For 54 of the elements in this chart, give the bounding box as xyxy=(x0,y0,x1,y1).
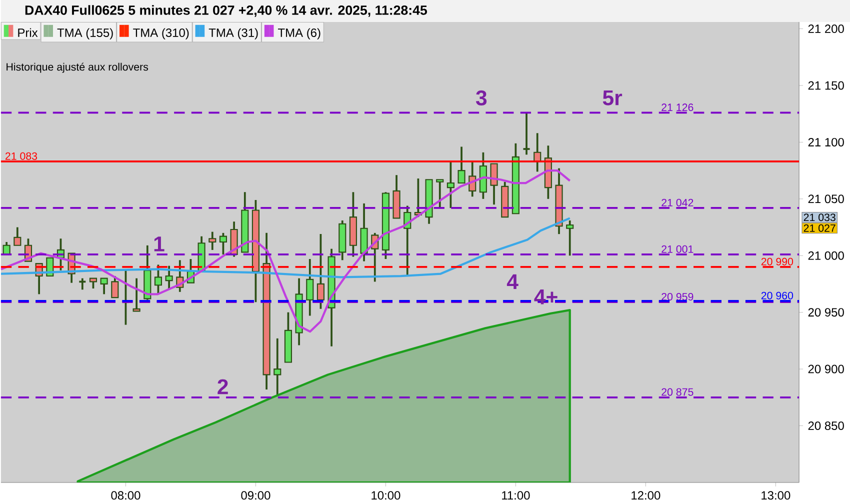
y-tick-label: 21 200 xyxy=(808,24,844,33)
annotation: 2 xyxy=(218,379,228,394)
candlestick xyxy=(14,226,22,246)
annotation: 4 xyxy=(506,274,518,289)
ref-line-label: 20 990 xyxy=(761,258,794,266)
candlestick xyxy=(132,277,140,312)
ref-line-label: 20 960 xyxy=(761,292,794,300)
candlestick xyxy=(111,275,119,298)
candlestick xyxy=(436,178,444,209)
ref-line-label: 21 083 xyxy=(5,152,38,160)
legend-label: TMA (310) xyxy=(133,28,189,40)
legend-label: TMA (6) xyxy=(278,28,320,40)
x-tick-label: 11:00 xyxy=(502,491,530,500)
annotation: 1 xyxy=(154,236,164,252)
annotation: Historique ajusté aux rollovers xyxy=(6,62,148,73)
legend-label: TMA (31) xyxy=(208,28,258,40)
candlestick xyxy=(89,277,98,290)
ref-line-label: 21 001 xyxy=(662,245,694,253)
annotation: 4+ xyxy=(534,290,558,304)
candlestick xyxy=(208,230,216,251)
y-tick-label: 21 150 xyxy=(808,81,844,90)
text: 21 033 xyxy=(804,214,836,222)
x-tick-label: 10:00 xyxy=(372,491,400,500)
legend-label: TMA (155) xyxy=(57,28,113,40)
candlestick xyxy=(316,233,324,310)
x-tick-label: 12:00 xyxy=(632,491,660,500)
candlestick xyxy=(306,258,314,317)
candlestick xyxy=(490,162,498,206)
y-tick-label: 20 850 xyxy=(808,421,844,430)
candlestick xyxy=(100,277,108,296)
ref-line-label: 21 126 xyxy=(662,104,694,112)
x-tick-label: 08:00 xyxy=(111,491,140,500)
line-series xyxy=(0,169,571,333)
y-tick-label: 21 100 xyxy=(808,138,844,146)
candlestick xyxy=(219,232,228,256)
ref-line-label: 20 875 xyxy=(662,388,694,396)
candlestick xyxy=(566,219,574,257)
annotation: 5r xyxy=(602,90,622,106)
x-tick-label: 13:00 xyxy=(762,491,790,500)
candlestick xyxy=(154,264,162,296)
candlestick xyxy=(458,146,466,184)
candlestick xyxy=(165,264,173,291)
chart-title: DAX40 Full0625 5 minutes 21 027 +2,40 % 14 avr. 2025, 11:28:45 xyxy=(25,5,427,17)
candlestick xyxy=(522,112,531,156)
candlestick xyxy=(446,160,454,209)
x-tick-label: 09:00 xyxy=(241,491,270,500)
text: 21 027 xyxy=(804,224,836,232)
annotation: 3 xyxy=(476,90,487,106)
y-tick-label: 21 000 xyxy=(808,251,844,260)
y-tick-label: 20 900 xyxy=(808,364,844,374)
y-tick-label: 21 050 xyxy=(808,194,844,204)
ref-line-label: 21 042 xyxy=(662,198,694,206)
y-tick-label: 20 950 xyxy=(808,308,844,317)
legend-label: Prix xyxy=(18,28,38,37)
